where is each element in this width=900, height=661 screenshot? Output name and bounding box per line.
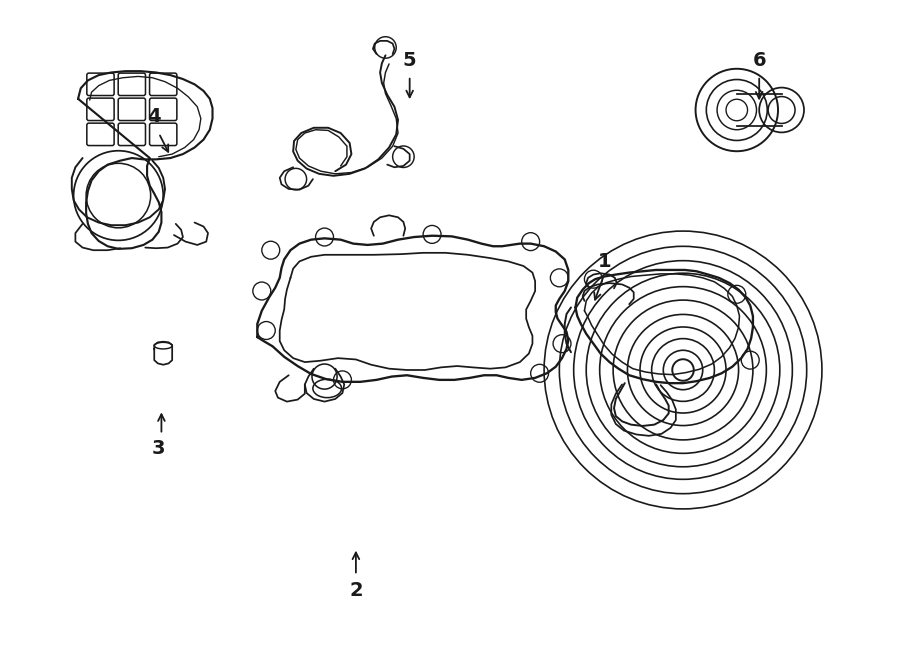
Text: 1: 1	[598, 252, 611, 271]
Text: 3: 3	[152, 440, 166, 459]
Text: 5: 5	[403, 51, 417, 70]
Text: 2: 2	[349, 581, 363, 600]
Text: 4: 4	[148, 107, 161, 126]
Text: 6: 6	[752, 51, 766, 70]
